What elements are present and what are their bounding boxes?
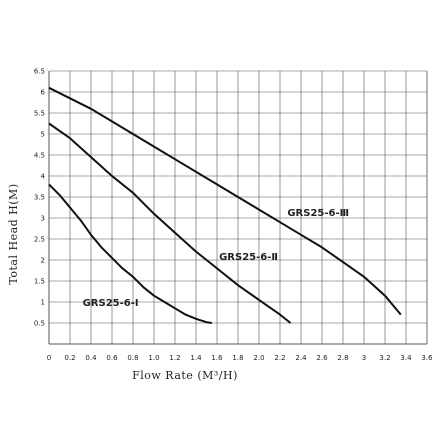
x-tick-label: 0.6	[106, 354, 118, 362]
x-tick-label: 0.2	[64, 354, 75, 362]
y-tick-label: 0.5	[34, 320, 45, 328]
x-tick-label: 0.8	[127, 354, 138, 362]
x-tick-label: 2.4	[295, 354, 307, 362]
series-curve-2	[48, 122, 292, 324]
series-label-2: GRS25-6-Ⅱ	[219, 252, 278, 263]
grid	[48, 70, 428, 345]
series-label-1: GRS25-6-Ⅰ	[83, 298, 139, 309]
x-tick-label: 3.6	[421, 354, 433, 362]
x-tick-label: 3.2	[379, 354, 390, 362]
y-tick-label: 5	[41, 131, 45, 139]
x-tick-label: 2.2	[274, 354, 285, 362]
y-tick-label: 6.5	[34, 68, 45, 76]
x-tick-label: 1.0	[148, 354, 159, 362]
x-tick-label: 3	[362, 354, 366, 362]
performance-curves	[48, 86, 402, 324]
x-tick-label: 1.8	[232, 354, 243, 362]
tick-labels: 0 0.2 0.4 0.6 0.8 1.0 1.2 1.4 1.6 1.8 2.0 2.2 2.4 2.6…	[34, 68, 433, 363]
series-labels: GRS25-6-Ⅰ GRS25-6-Ⅱ GRS25-6-Ⅲ	[83, 208, 350, 309]
y-tick-label: 4	[41, 173, 46, 181]
x-tick-label: 1.2	[169, 354, 180, 362]
y-tick-label: 2.5	[34, 236, 45, 244]
x-tick-label: 2.0	[253, 354, 264, 362]
x-tick-label: 1.4	[190, 354, 202, 362]
y-tick-label: 3.5	[34, 194, 45, 202]
series-curve-1	[48, 183, 212, 324]
y-tick-label: 2	[41, 257, 45, 265]
x-tick-label: 2.8	[337, 354, 348, 362]
y-tick-label: 1.5	[34, 278, 45, 286]
x-tick-label: 0.4	[85, 354, 97, 362]
series-label-3: GRS25-6-Ⅲ	[287, 208, 349, 219]
y-tick-label: 6	[41, 89, 46, 97]
series-curve-3	[48, 86, 402, 316]
y-tick-label: 5.5	[34, 110, 45, 118]
x-tick-label: 1.6	[211, 354, 223, 362]
y-tick-label: 3	[41, 215, 45, 223]
x-tick-label: 0	[47, 354, 51, 362]
y-tick-label: 4.5	[34, 152, 45, 160]
y-tick-label: 1	[41, 299, 45, 307]
y-axis-label: Total Head H(M)	[7, 183, 20, 284]
x-axis-label: Flow Rate (M³/H)	[132, 369, 238, 382]
x-tick-label: 3.4	[400, 354, 412, 362]
x-tick-label: 2.6	[316, 354, 328, 362]
